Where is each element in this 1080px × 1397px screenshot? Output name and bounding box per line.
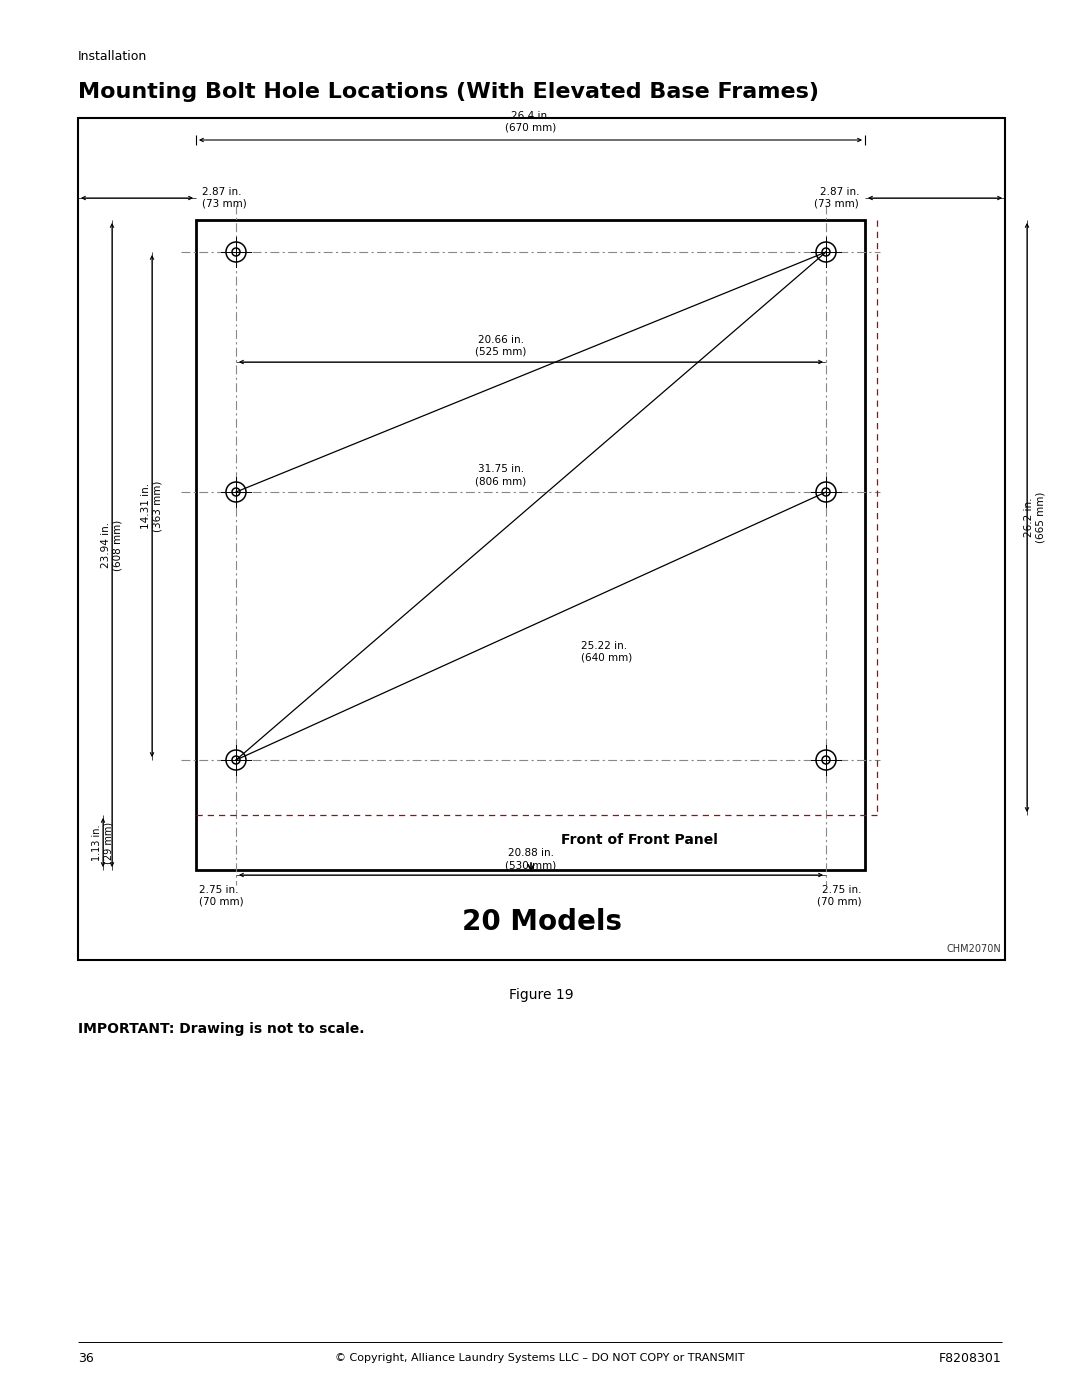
Text: 2.75 in.
(70 mm): 2.75 in. (70 mm)	[199, 886, 244, 907]
Bar	[78, 117, 1005, 960]
Text: 36: 36	[78, 1351, 94, 1365]
Text: CHM2070N: CHM2070N	[946, 944, 1001, 954]
Text: 31.75 in.
(806 mm): 31.75 in. (806 mm)	[475, 464, 527, 486]
Text: 26.4 in.
(670 mm): 26.4 in. (670 mm)	[504, 112, 556, 133]
Text: 20 Models: 20 Models	[461, 908, 621, 936]
Text: F8208301: F8208301	[940, 1351, 1002, 1365]
Text: 23.94 in.
(608 mm): 23.94 in. (608 mm)	[102, 520, 123, 570]
Text: IMPORTANT: Drawing is not to scale.: IMPORTANT: Drawing is not to scale.	[78, 1023, 365, 1037]
Text: 20.66 in.
(525 mm): 20.66 in. (525 mm)	[475, 335, 527, 358]
Text: 25.22 in.
(640 mm): 25.22 in. (640 mm)	[581, 641, 632, 662]
Text: 1.13 in.
(29 mm): 1.13 in. (29 mm)	[92, 821, 113, 863]
Text: 2.87 in.
(73 mm): 2.87 in. (73 mm)	[202, 187, 246, 208]
Text: 2.87 in.
(73 mm): 2.87 in. (73 mm)	[814, 187, 859, 208]
Text: 2.75 in.
(70 mm): 2.75 in. (70 mm)	[818, 886, 862, 907]
Text: Mounting Bolt Hole Locations (With Elevated Base Frames): Mounting Bolt Hole Locations (With Eleva…	[78, 82, 819, 102]
Text: 20.88 in.
(530 mm): 20.88 in. (530 mm)	[505, 848, 556, 870]
Bar	[195, 219, 865, 870]
Text: Front of Front Panel: Front of Front Panel	[561, 833, 718, 847]
Text: Installation: Installation	[78, 50, 147, 63]
Text: 14.31 in.
(363 mm): 14.31 in. (363 mm)	[141, 481, 163, 532]
Text: 26.2 in.
(665 mm): 26.2 in. (665 mm)	[1024, 492, 1045, 543]
Text: © Copyright, Alliance Laundry Systems LLC – DO NOT COPY or TRANSMIT: © Copyright, Alliance Laundry Systems LL…	[335, 1354, 745, 1363]
Text: Figure 19: Figure 19	[509, 988, 573, 1002]
